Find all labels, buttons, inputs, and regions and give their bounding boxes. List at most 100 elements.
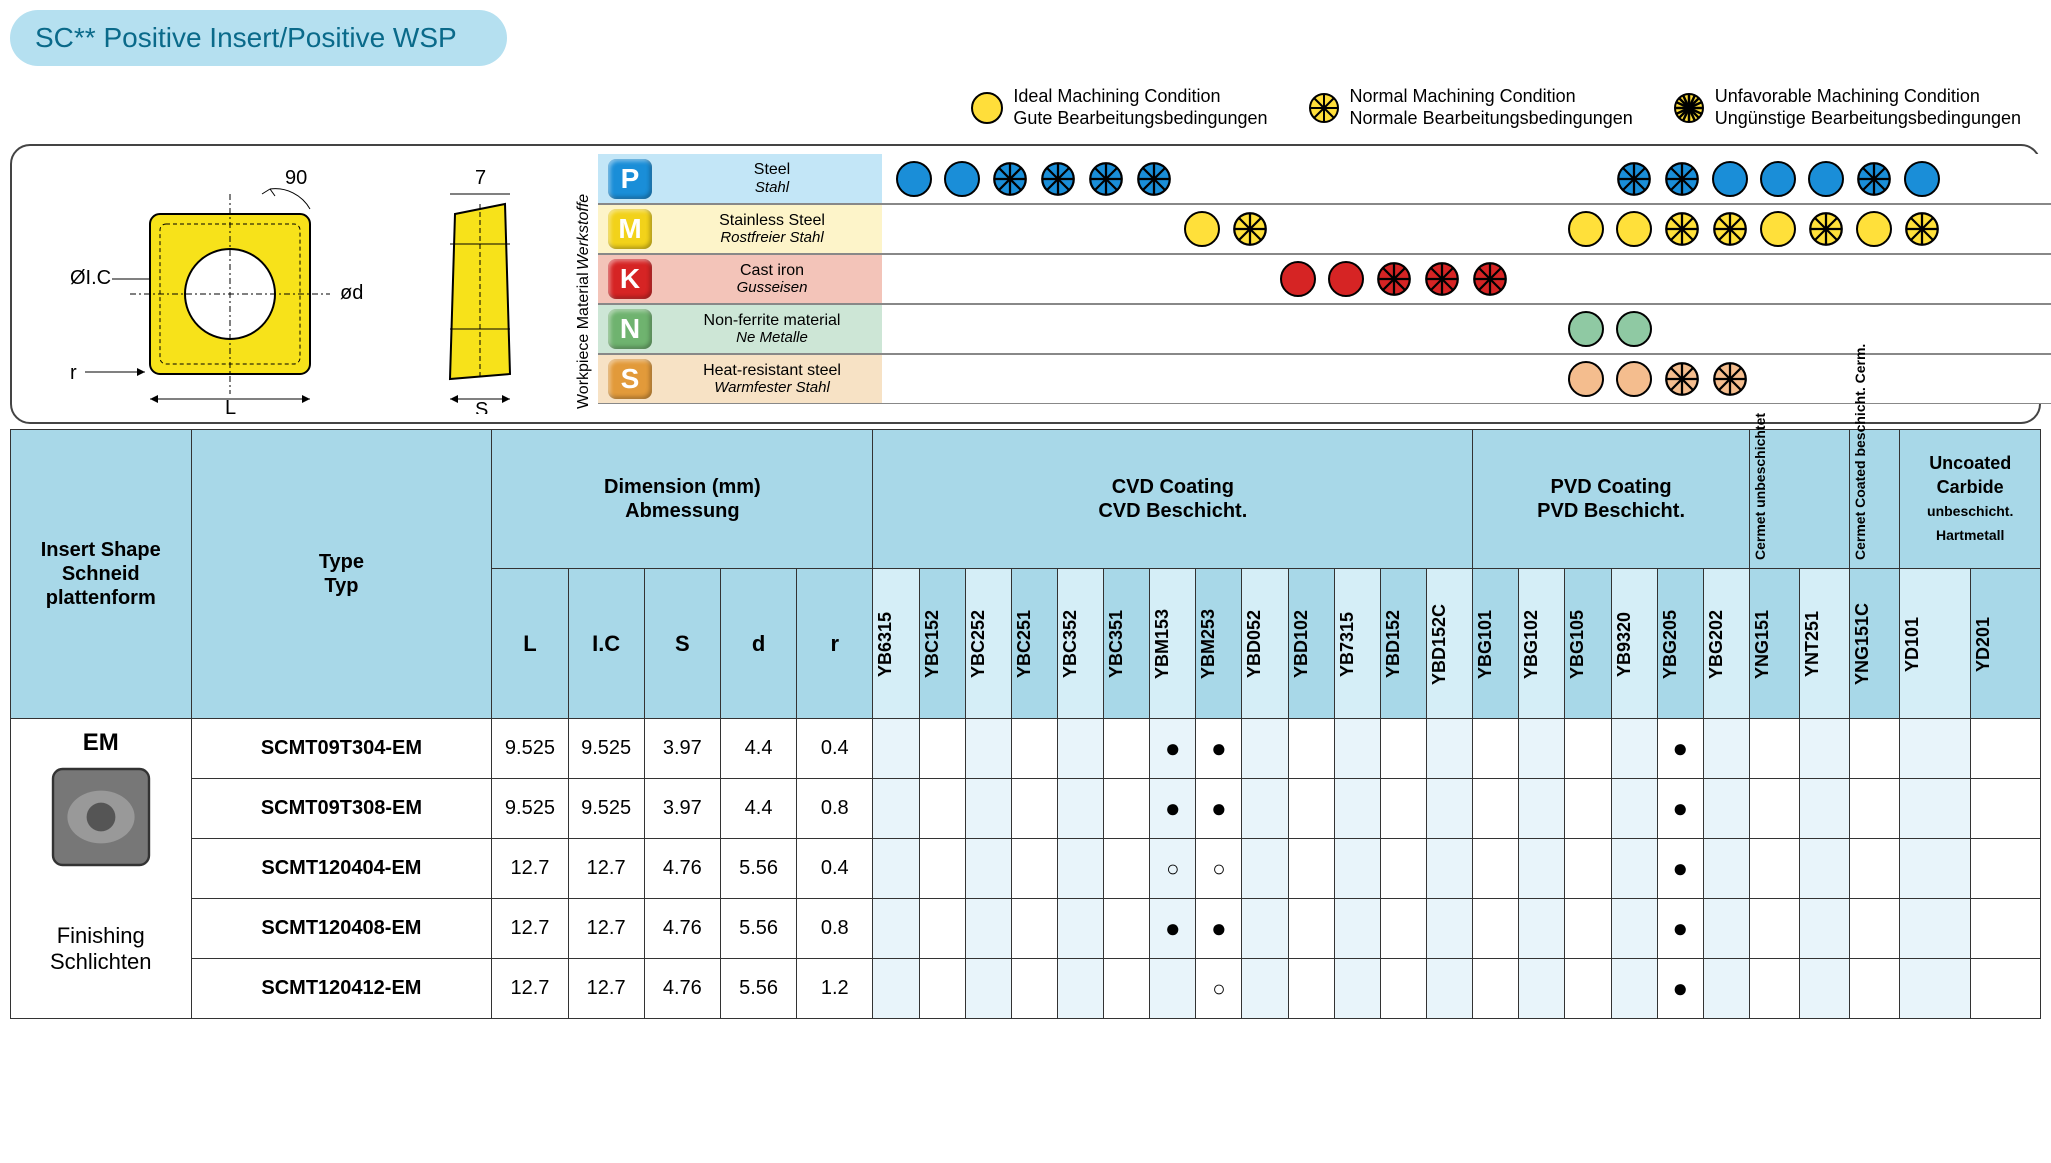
cell-S: 4.76	[644, 899, 720, 959]
hdr-grade-YBD152: YBD152	[1380, 569, 1426, 719]
cell-YBC252	[965, 779, 1011, 839]
cell-YBG101	[1473, 959, 1519, 1019]
cell-YBM153: ●	[1150, 899, 1196, 959]
cell-L: 12.7	[492, 899, 568, 959]
hdr-cermet-c: Cermet Coated beschicht. Cerm.	[1850, 430, 1900, 569]
cell-YBD152	[1380, 719, 1426, 779]
material-badge-N: N	[608, 309, 652, 349]
hdr-grade-YD201: YD201	[1970, 569, 2040, 719]
cell-YNG151	[1749, 899, 1799, 959]
cell-YD201	[1970, 899, 2040, 959]
cell-YBC252	[965, 839, 1011, 899]
cell-d: 4.4	[720, 719, 796, 779]
svg-text:L: L	[225, 397, 236, 414]
cell-YBM253: ●	[1196, 899, 1242, 959]
svg-text:S: S	[475, 399, 488, 414]
unfav-icon	[1673, 92, 1705, 124]
cell-YBC152	[919, 899, 965, 959]
cell-IC: 12.7	[568, 959, 644, 1019]
cell-YBC252	[965, 899, 1011, 959]
cell-YB6315	[873, 899, 919, 959]
cell-r: 0.4	[797, 839, 873, 899]
cell-type: SCMT120412-EM	[191, 959, 492, 1019]
cell-YB9320	[1611, 719, 1657, 779]
material-badge-S: S	[608, 359, 652, 399]
shape-cell: EM Finishing Schlichten	[11, 719, 192, 1019]
hdr-grade-YBC351: YBC351	[1104, 569, 1150, 719]
normal-icon	[1308, 92, 1340, 124]
shape-en: Finishing	[13, 923, 189, 949]
material-row-P: P SteelStahl	[598, 154, 2051, 204]
cell-YBC152	[919, 839, 965, 899]
shape-de: Schlichten	[13, 949, 189, 975]
cell-YBG202	[1703, 719, 1749, 779]
cell-YBG101	[1473, 839, 1519, 899]
cell-YBC152	[919, 719, 965, 779]
hdr-pvd: PVD Coating PVD Beschicht.	[1473, 430, 1750, 569]
cell-YBC352	[1057, 719, 1103, 779]
cell-YBC351	[1104, 899, 1150, 959]
cell-YNT251	[1800, 839, 1850, 899]
svg-text:ød: ød	[340, 282, 363, 304]
cell-YBC251	[1011, 899, 1057, 959]
cell-YB6315	[873, 839, 919, 899]
hdr-grade-YBG105: YBG105	[1565, 569, 1611, 719]
hdr-cvd: CVD Coating CVD Beschicht.	[873, 430, 1473, 569]
cell-YBM253: ●	[1196, 779, 1242, 839]
legend-ideal: Ideal Machining Condition Gute Bearbeitu…	[971, 86, 1267, 129]
cell-YD101	[1900, 899, 1970, 959]
cell-YBG105	[1565, 959, 1611, 1019]
cell-YBM153	[1150, 959, 1196, 1019]
cell-L: 9.525	[492, 719, 568, 779]
cell-YBD102	[1288, 839, 1334, 899]
cell-YBG205: ●	[1657, 959, 1703, 1019]
cell-YBM153: ○	[1150, 839, 1196, 899]
row-SCMT09T308-EM: SCMT09T308-EM9.5259.5253.974.40.8●●●	[11, 779, 2041, 839]
cell-YNT251	[1800, 719, 1850, 779]
cell-d: 5.56	[720, 839, 796, 899]
cell-YBG105	[1565, 839, 1611, 899]
cell-YBC351	[1104, 719, 1150, 779]
material-row-M: M Stainless SteelRostfreier Stahl	[598, 204, 2051, 254]
cell-YBD152	[1380, 899, 1426, 959]
cell-S: 3.97	[644, 719, 720, 779]
cell-L: 12.7	[492, 959, 568, 1019]
cell-YBG105	[1565, 779, 1611, 839]
cell-YD201	[1970, 959, 2040, 1019]
legend-ideal-en: Ideal Machining Condition	[1013, 86, 1267, 108]
hdr-grade-YBG202: YBG202	[1703, 569, 1749, 719]
cell-YBG102	[1519, 719, 1565, 779]
cell-type: SCMT120404-EM	[191, 839, 492, 899]
svg-text:7: 7	[475, 167, 486, 189]
material-marks-N	[882, 305, 2051, 353]
cell-YD101	[1900, 719, 1970, 779]
cell-YB9320	[1611, 779, 1657, 839]
hdr-dim: Dimension (mm) Abmessung	[492, 430, 873, 569]
cell-YNG151C	[1850, 959, 1900, 1019]
cell-YBM253: ●	[1196, 719, 1242, 779]
cell-YBD052	[1242, 959, 1288, 1019]
cell-YB7315	[1334, 959, 1380, 1019]
cell-YBC252	[965, 959, 1011, 1019]
cell-YB6315	[873, 719, 919, 779]
cell-YBM153: ●	[1150, 719, 1196, 779]
cell-YBG105	[1565, 899, 1611, 959]
legend-normal-de: Normale Bearbeitungsbedingungen	[1350, 108, 1633, 130]
cell-L: 9.525	[492, 779, 568, 839]
cell-d: 4.4	[720, 779, 796, 839]
cell-YD201	[1970, 719, 2040, 779]
cell-YBC152	[919, 779, 965, 839]
material-name-N: Non-ferrite materialNe Metalle	[662, 312, 882, 347]
cell-YBM253: ○	[1196, 959, 1242, 1019]
material-row-N: N Non-ferrite materialNe Metalle	[598, 304, 2051, 354]
cell-S: 3.97	[644, 779, 720, 839]
cell-YBD052	[1242, 839, 1288, 899]
legend-normal-en: Normal Machining Condition	[1350, 86, 1633, 108]
cell-YBC351	[1104, 839, 1150, 899]
cell-YB7315	[1334, 779, 1380, 839]
cell-YNG151C	[1850, 719, 1900, 779]
cell-YNG151	[1749, 779, 1799, 839]
hdr-grade-YBC252: YBC252	[965, 569, 1011, 719]
page-title: SC** Positive Insert/Positive WSP	[10, 10, 507, 66]
cell-YBD102	[1288, 779, 1334, 839]
